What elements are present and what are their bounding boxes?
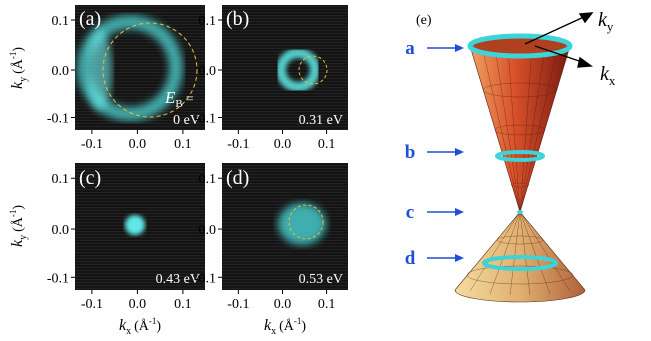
panel-label: (c) bbox=[79, 167, 101, 189]
subscript: x bbox=[271, 326, 276, 337]
energy-label: 0.43 eV bbox=[156, 272, 200, 287]
y-axis-label: ky (Å-1) bbox=[8, 47, 29, 89]
level-arrowhead bbox=[455, 208, 464, 216]
y-tick-label: 0.0 bbox=[52, 223, 70, 238]
level-arrowhead bbox=[455, 44, 464, 52]
unit: (Å bbox=[134, 318, 150, 334]
y-tick-label: 0.0 bbox=[52, 64, 70, 79]
x-tick-label: 0.0 bbox=[274, 297, 292, 312]
y-tick-label: 0.1 bbox=[199, 172, 217, 187]
dirac-cone: ky kx (e) bbox=[416, 9, 616, 303]
subscript: y bbox=[607, 19, 614, 34]
symbol: k bbox=[9, 81, 26, 89]
x-tick-label: 0.1 bbox=[174, 137, 192, 152]
energy-label: 0 eV bbox=[173, 113, 200, 128]
x-axis-label: kx (Å-1) bbox=[264, 316, 306, 337]
cone-mesh bbox=[466, 45, 574, 296]
y-tick-label: -0.1 bbox=[47, 271, 69, 286]
intensity-spot bbox=[125, 215, 145, 235]
x-tick-label: 0.0 bbox=[129, 137, 147, 152]
intensity-crescent bbox=[276, 48, 320, 92]
y-tick-label: 0.1 bbox=[52, 14, 70, 29]
unit: (Å bbox=[10, 58, 26, 74]
x-tick-label: 0.1 bbox=[318, 137, 336, 152]
unit: ) bbox=[11, 47, 26, 52]
symbol: k bbox=[119, 317, 127, 334]
x-tick-label: -0.1 bbox=[81, 137, 103, 152]
energy-label: 0.31 eV bbox=[299, 113, 343, 128]
symbol: k bbox=[598, 9, 608, 31]
cut-ring bbox=[495, 150, 545, 162]
unit: ) bbox=[156, 319, 161, 334]
y-tick-label: 0.1 bbox=[199, 14, 217, 29]
unit-exp: -1 bbox=[294, 316, 302, 326]
intensity-disk bbox=[278, 203, 326, 245]
y-tick-label: -0.1 bbox=[194, 271, 216, 286]
y-tick-label: -0.1 bbox=[194, 112, 216, 127]
dashed-contour bbox=[298, 55, 328, 85]
unit-exp: -1 bbox=[149, 316, 157, 326]
panel-label: (d) bbox=[226, 167, 249, 189]
unit: (Å bbox=[10, 216, 26, 232]
symbol: k bbox=[9, 239, 26, 247]
subscript: B bbox=[175, 98, 182, 110]
level-label: c bbox=[406, 202, 414, 223]
cut-ring bbox=[482, 255, 558, 271]
symbol: k bbox=[264, 317, 272, 334]
y-tick-label: 0.0 bbox=[199, 223, 217, 238]
symbol: E bbox=[164, 88, 176, 107]
energy-label: 0.53 eV bbox=[299, 272, 343, 287]
ky-label: ky bbox=[598, 9, 614, 34]
x-tick-label: -0.1 bbox=[227, 297, 249, 312]
level-arrowhead bbox=[455, 148, 464, 156]
k-arrows bbox=[524, 12, 594, 68]
subscript: y bbox=[18, 77, 29, 82]
cut-ring bbox=[467, 33, 573, 59]
arpes-panels: (a) (b) (c) (d) EB = 0 eV 0.31 eV 0.43 eV… bbox=[8, 5, 348, 337]
cone-top-interior bbox=[472, 37, 568, 55]
y-tick-label: -0.1 bbox=[47, 112, 69, 127]
x-tick-label: -0.1 bbox=[81, 297, 103, 312]
x-tick-label: 0.1 bbox=[174, 297, 192, 312]
binding-energy-label: EB = bbox=[164, 88, 194, 110]
unit-exp: -1 bbox=[8, 210, 18, 218]
dashed-contour bbox=[288, 204, 324, 240]
y-axis-label: ky (Å-1) bbox=[8, 205, 29, 247]
level-label: a bbox=[405, 38, 415, 59]
unit: ) bbox=[301, 319, 306, 334]
x-tick-label: -0.1 bbox=[227, 137, 249, 152]
kx-label: kx bbox=[600, 63, 616, 88]
x-tick-label: 0.0 bbox=[274, 137, 292, 152]
subscript: y bbox=[18, 235, 29, 240]
level-label: d bbox=[405, 248, 416, 269]
unit: ) bbox=[11, 205, 26, 210]
symbol: k bbox=[600, 63, 610, 85]
level-label: b bbox=[405, 142, 416, 163]
panel-label: (e) bbox=[416, 13, 432, 28]
equals: = bbox=[186, 92, 194, 107]
subscript: x bbox=[126, 326, 131, 337]
x-tick-label: 0.1 bbox=[318, 297, 336, 312]
subscript: x bbox=[609, 73, 616, 88]
y-tick-label: 0.0 bbox=[199, 64, 217, 79]
intensity-ring bbox=[77, 15, 183, 121]
cut-point bbox=[517, 210, 523, 214]
unit: (Å bbox=[279, 318, 295, 334]
panel-label: (b) bbox=[226, 8, 249, 30]
x-tick-label: 0.0 bbox=[129, 297, 147, 312]
dashed-contour bbox=[102, 22, 198, 118]
panel-label: (a) bbox=[79, 8, 101, 30]
y-tick-label: 0.1 bbox=[52, 172, 70, 187]
x-axis-label: kx (Å-1) bbox=[119, 316, 161, 337]
level-arrowhead bbox=[455, 254, 464, 262]
unit-exp: -1 bbox=[8, 52, 18, 60]
intensity-edge bbox=[88, 30, 112, 110]
